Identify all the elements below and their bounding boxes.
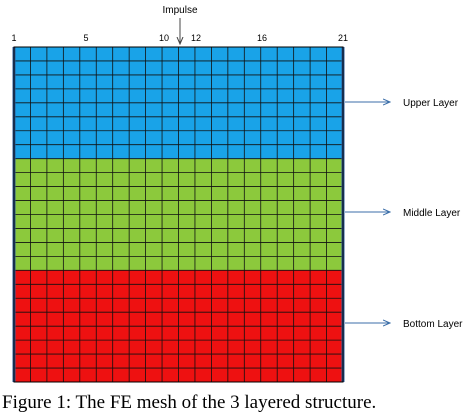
node-label-5: 5 xyxy=(83,33,88,43)
mesh xyxy=(13,46,344,383)
bottom-layer-label: Bottom Layer xyxy=(403,319,463,330)
upper-layer-label: Upper Layer xyxy=(403,98,459,109)
node-label-21: 21 xyxy=(338,33,348,43)
mesh-border xyxy=(13,46,344,383)
node-label-16: 16 xyxy=(257,33,267,43)
impulse-label: Impulse xyxy=(162,5,197,16)
node-label-12: 12 xyxy=(191,33,201,43)
node-label-10: 10 xyxy=(159,33,169,43)
figure-caption: Figure 1: The FE mesh of the 3 layered s… xyxy=(2,392,377,413)
node-label-1: 1 xyxy=(11,33,16,43)
middle-layer-label: Middle Layer xyxy=(403,208,461,219)
